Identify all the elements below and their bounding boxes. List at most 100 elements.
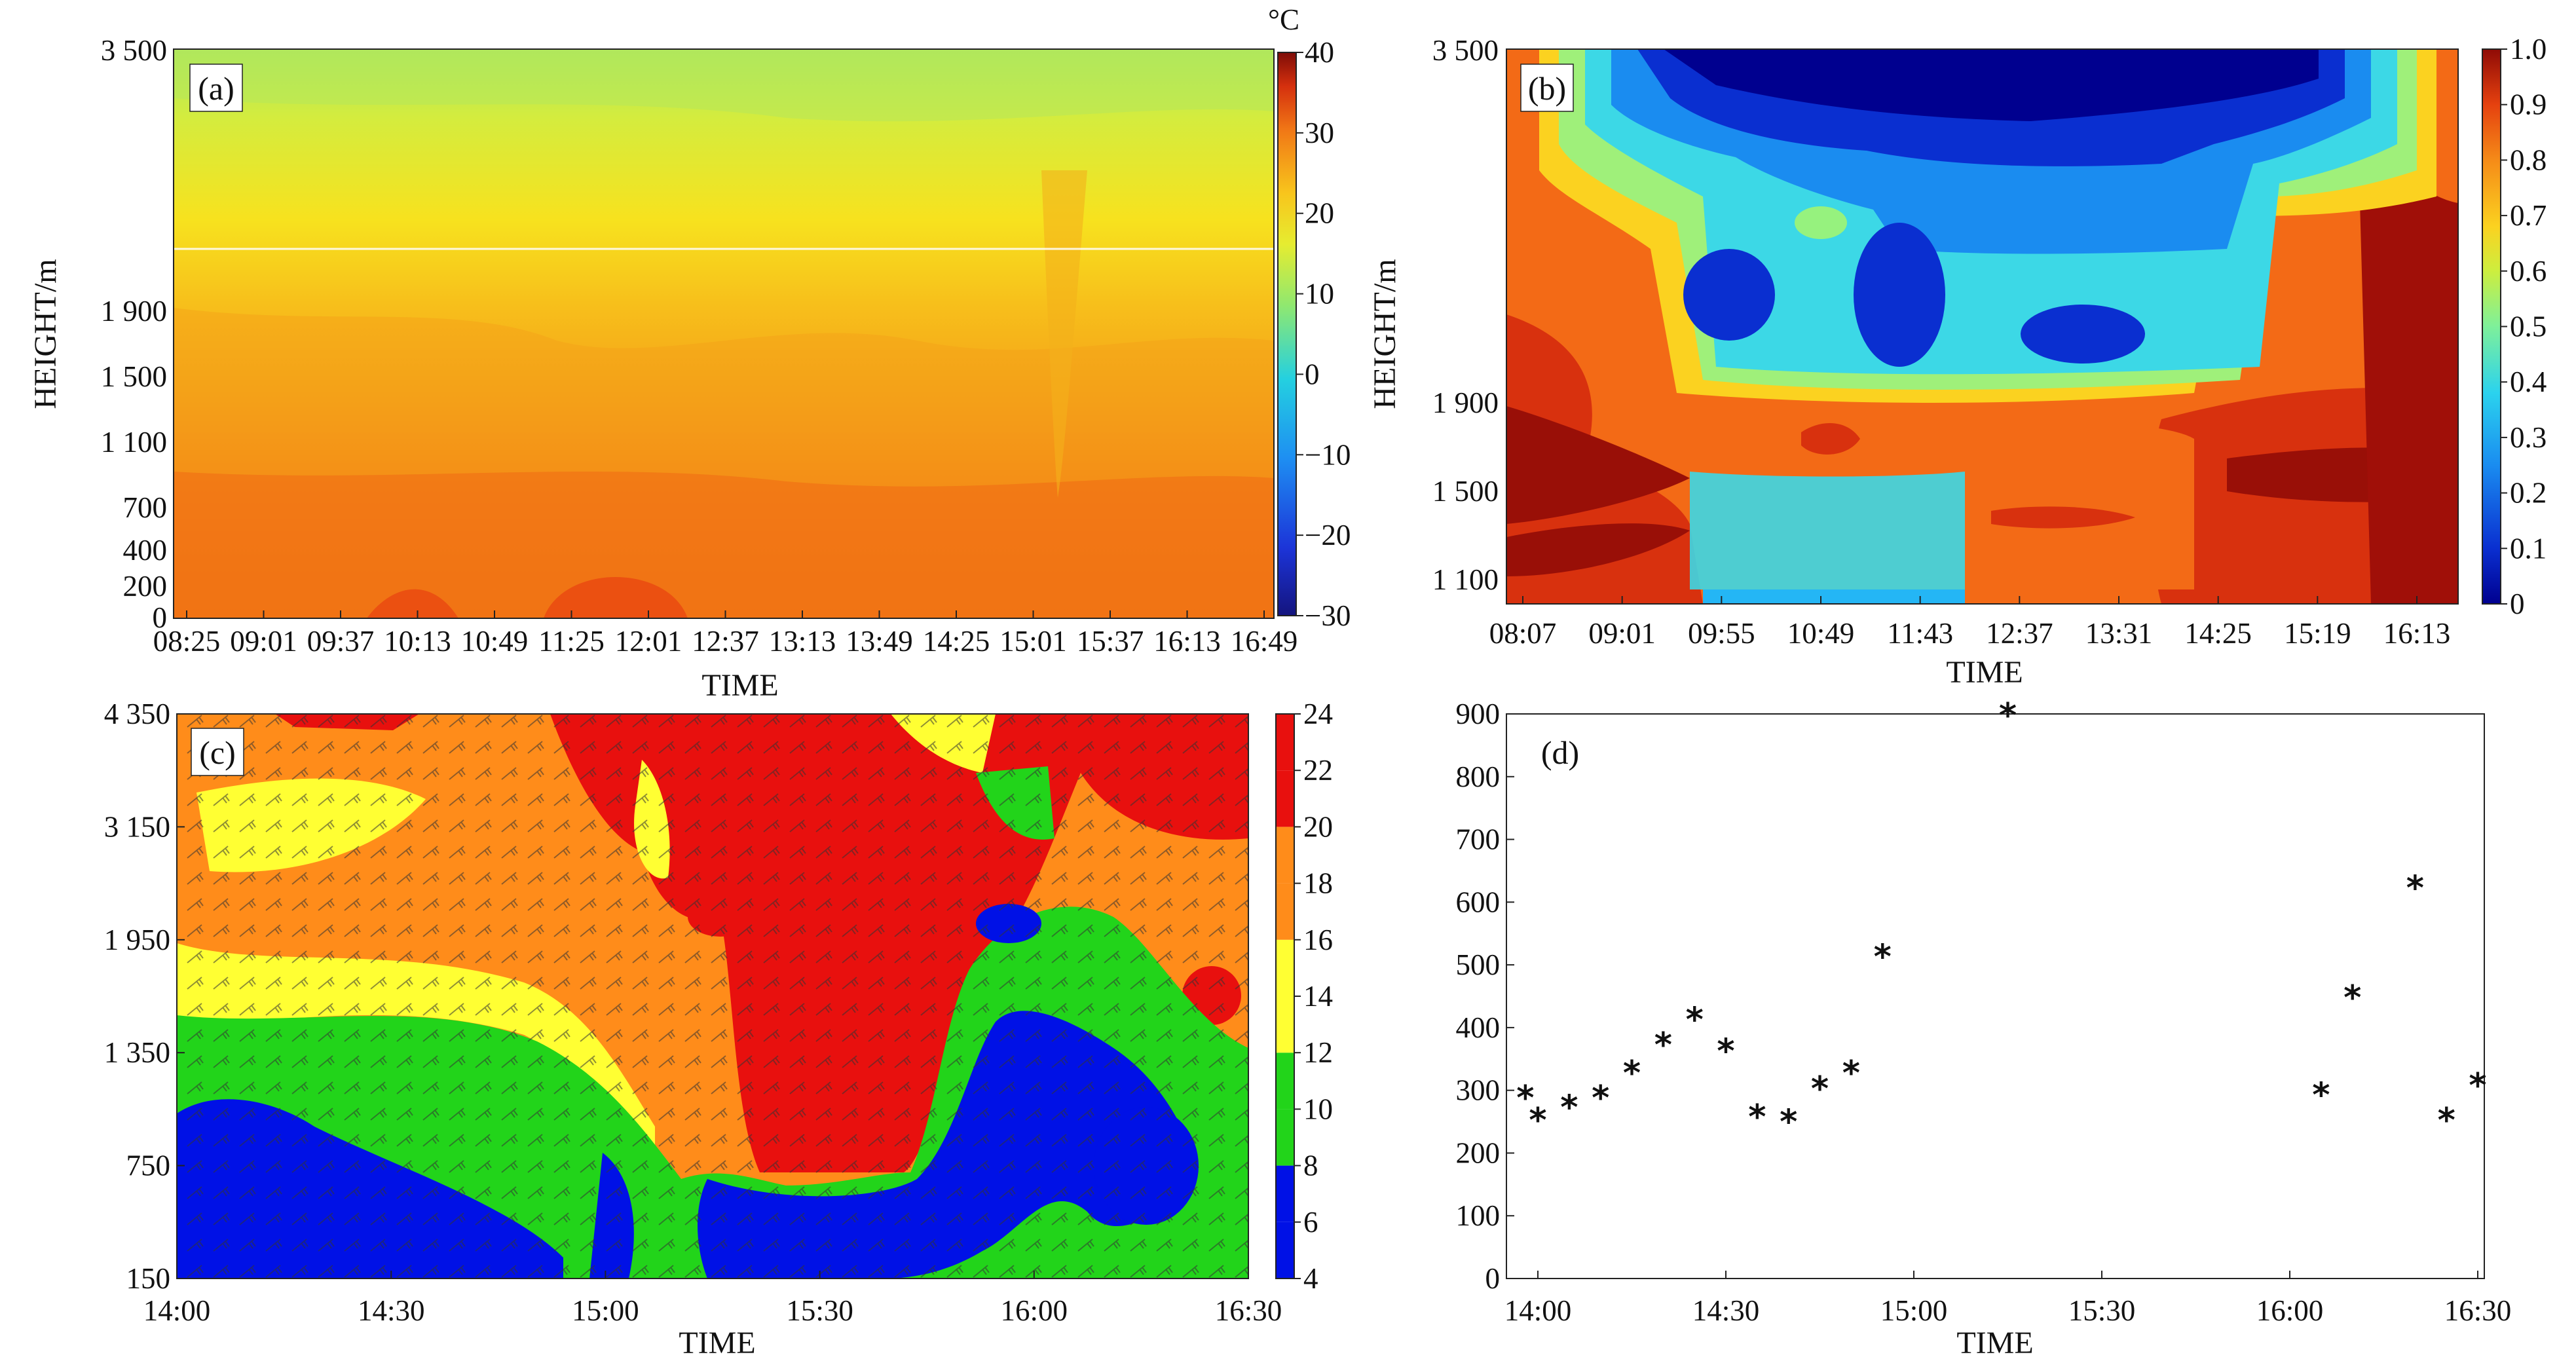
panel-b-colorbar-tick-label: 0.7 bbox=[2510, 199, 2547, 232]
panel-b-ytick: 1 100 bbox=[1432, 563, 1499, 596]
panel-c-frame bbox=[176, 713, 1249, 1279]
panel-c-colorbar-swatch bbox=[1276, 1053, 1294, 1110]
panel-d-ytick-label: 400 bbox=[1456, 1011, 1501, 1044]
panel-c-colorbar-swatch bbox=[1276, 827, 1294, 884]
panel-b-ylabel: HEIGHT/m bbox=[1368, 259, 1402, 409]
panel-b-xtick-label: 08:07 bbox=[1489, 617, 1557, 650]
panel-b-colorbar-tick-label: 1.0 bbox=[2510, 33, 2547, 65]
panel-d-point: * bbox=[2469, 1066, 2486, 1106]
panel-a-colorbar-tick-label: −20 bbox=[1305, 519, 1351, 551]
panel-b-xtick-label: 11:43 bbox=[1887, 617, 1953, 650]
panel-a-xtick-label: 14:25 bbox=[923, 625, 990, 658]
panel-c-colorbar-swatch bbox=[1276, 939, 1294, 996]
panel-d-xtick-label: 16:30 bbox=[2444, 1294, 2512, 1327]
panel-a-x-ticks: 08:25 09:01 09:37 10:13 10:49 11:25 12:01 12:37… bbox=[153, 610, 1298, 658]
panel-b-xtick-label: 10:49 bbox=[1787, 617, 1855, 650]
panel-a-xlabel: TIME bbox=[701, 668, 778, 703]
panel-c-colorbar-ticks: 24 22 20 18 16 14 12 10 8 6 4 bbox=[1294, 698, 1333, 1295]
panel-c-tag: (c) bbox=[199, 734, 236, 771]
panel-d-ytick-label: 900 bbox=[1456, 698, 1501, 730]
panel-d-ytick-label: 0 bbox=[1485, 1262, 1501, 1295]
panel-b-colorbar-tick-label: 0.5 bbox=[2510, 310, 2547, 343]
panel-b-xtick-label: 15:19 bbox=[2284, 617, 2351, 650]
panel-d-xtick-label: 15:30 bbox=[2068, 1294, 2136, 1327]
panel-b-xtick-label: 09:55 bbox=[1688, 617, 1755, 650]
panel-d-point: * bbox=[2438, 1101, 2455, 1140]
panel-d-xtick-label: 14:30 bbox=[1692, 1294, 1760, 1327]
panel-c-colorbar-swatch bbox=[1276, 1109, 1294, 1166]
panel-a-field bbox=[174, 49, 1274, 618]
panel-a-colorbar-tick-label: 20 bbox=[1305, 197, 1334, 230]
panel-c-colorbar-tick-label: 20 bbox=[1303, 810, 1333, 843]
panel-c-colorbar-swatch bbox=[1276, 996, 1294, 1053]
panel-b-xtick-label: 14:25 bbox=[2184, 617, 2252, 650]
panel-c-colorbar-swatch bbox=[1276, 714, 1294, 771]
panel-b-ytick: 3 500 bbox=[1432, 34, 1499, 67]
panel-c-xtick-label: 15:00 bbox=[572, 1294, 639, 1327]
panel-a-xtick-label: 09:01 bbox=[230, 625, 297, 658]
panel-b-colorbar-tick-label: 0.2 bbox=[2510, 477, 2547, 510]
panel-c-colorbar bbox=[1275, 713, 1295, 1279]
panel-c-xtick-label: 16:00 bbox=[1001, 1294, 1068, 1327]
panel-d-point: * bbox=[1874, 938, 1892, 977]
panel-a-colorbar-tick-label: −10 bbox=[1305, 438, 1351, 471]
panel-d-point: * bbox=[1780, 1103, 1797, 1142]
panel-a-ytick: 700 bbox=[123, 491, 168, 524]
panel-a-tag-box bbox=[189, 64, 243, 112]
panel-a-xtick-label: 11:25 bbox=[538, 625, 605, 658]
panel-c-colorbar-tick-label: 18 bbox=[1303, 867, 1333, 900]
panel-a-ytick: 0 bbox=[153, 601, 168, 634]
panel-c-ytick-label: 150 bbox=[126, 1262, 171, 1295]
panel-b-y-ticks: 3 500 1 900 1 500 1 100 bbox=[1432, 34, 1499, 596]
panel-d-xtick-label: 16:00 bbox=[2256, 1294, 2324, 1327]
panel-d-point: * bbox=[1842, 1054, 1860, 1093]
panel-b-field bbox=[1506, 49, 2458, 604]
panel-d-point: * bbox=[1811, 1070, 1829, 1109]
panel-b-x-ticks: 08:07 09:01 09:55 10:49 11:43 12:37 13:31 14:25… bbox=[1489, 596, 2451, 650]
panel-a-xtick-label: 12:01 bbox=[615, 625, 682, 658]
panel-c-ytick-label: 4 350 bbox=[104, 698, 170, 730]
panel-b: (b) 3 500 1 900 1 500 1 100 HEIGHT/m 08:… bbox=[1368, 33, 2547, 690]
panel-c-colorbar-swatch bbox=[1276, 883, 1294, 940]
panel-c-colorbar-tick-label: 16 bbox=[1303, 924, 1333, 956]
panel-d-ytick-label: 700 bbox=[1456, 823, 1501, 856]
panel-d-points: ** * ****** ** ******** bbox=[1516, 696, 2486, 1142]
panel-c-colorbar-swatch bbox=[1276, 770, 1294, 827]
panel-a-xtick-label: 16:49 bbox=[1231, 625, 1298, 658]
panel-d-x-ticks: 14:00 14:30 15:00 15:30 16:00 16:30 bbox=[1504, 1271, 2512, 1327]
panel-b-colorbar-tick-label: 0.3 bbox=[2510, 421, 2547, 454]
panel-b-xtick-label: 16:13 bbox=[2383, 617, 2451, 650]
panel-a-xtick-label: 12:37 bbox=[692, 625, 759, 658]
panel-b-colorbar bbox=[2482, 48, 2501, 605]
panel-b-ytick: 1 900 bbox=[1432, 386, 1499, 419]
panel-c-xtick-label: 14:00 bbox=[143, 1294, 211, 1327]
panel-c-x-ticks: 14:00 14:30 15:00 15:30 16:00 16:30 bbox=[143, 1271, 1282, 1327]
panel-a-xtick-label: 13:13 bbox=[769, 625, 836, 658]
panel-c-xtick-label: 15:30 bbox=[786, 1294, 853, 1327]
panel-a-colorbar-tick-label: −30 bbox=[1305, 599, 1351, 632]
panel-d-point: * bbox=[1560, 1089, 1578, 1128]
panel-c-ytick-label: 1 950 bbox=[104, 924, 170, 956]
panel-b-colorbar-tick-label: 0.9 bbox=[2510, 88, 2547, 121]
panel-c-xlabel: TIME bbox=[679, 1326, 755, 1360]
panel-b-colorbar-tick-label: 0.8 bbox=[2510, 143, 2547, 176]
panel-a-xtick-label: 16:13 bbox=[1153, 625, 1221, 658]
panel-b-xtick-label: 13:31 bbox=[2085, 617, 2153, 650]
panel-d-point: * bbox=[1654, 1026, 1672, 1065]
panel-a-colorbar-tick-label: 30 bbox=[1305, 117, 1334, 149]
panel-b-colorbar-tick-label: 0.1 bbox=[2510, 532, 2547, 565]
panel-c-colorbar-swatch bbox=[1276, 1165, 1294, 1222]
panel-a-ytick: 1 500 bbox=[101, 360, 167, 393]
panel-b-ytick: 1 500 bbox=[1432, 475, 1499, 508]
panel-c-colorbar-tick-label: 14 bbox=[1303, 980, 1333, 1013]
panel-d-point: * bbox=[1623, 1054, 1641, 1093]
panel-c-colorbar-tick-label: 12 bbox=[1303, 1036, 1333, 1069]
panel-b-colorbar-tick-label: 0 bbox=[2510, 588, 2525, 620]
panel-a-xtick-label: 15:37 bbox=[1077, 625, 1144, 658]
panel-c-y-ticks: 4 350 3 150 1 950 1 350 750 150 bbox=[104, 698, 185, 1295]
panel-a-ytick: 1 100 bbox=[101, 426, 167, 458]
panel-a-colorbar bbox=[1277, 52, 1297, 616]
panel-a-ytick: 200 bbox=[123, 570, 168, 603]
